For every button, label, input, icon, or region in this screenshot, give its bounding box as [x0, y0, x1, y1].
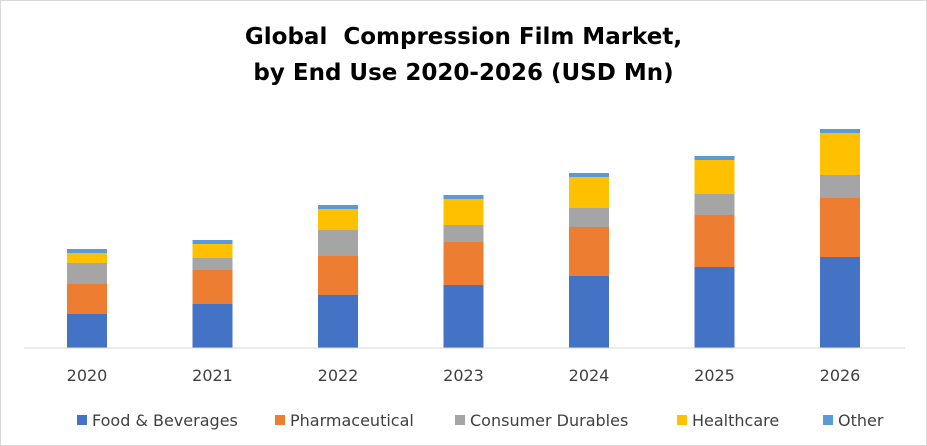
- bar-consumer-durables-2026: [820, 175, 860, 198]
- bar-consumer-durables-2024: [569, 208, 609, 227]
- bar-consumer-durables-2021: [192, 258, 233, 270]
- legend-label: Consumer Durables: [470, 410, 629, 430]
- legend-swatch: [677, 415, 687, 425]
- legend-label: Healthcare: [692, 410, 780, 430]
- bar-consumer-durables-2025: [694, 194, 735, 215]
- bar-food-beverages-2020: [67, 314, 107, 348]
- legend-swatch: [275, 415, 285, 425]
- chart-subtitle: by End Use 2020-2026 (USD Mn): [253, 60, 674, 86]
- legend-item: Food & Beverages: [77, 409, 238, 431]
- legend-label: Food & Beverages: [92, 410, 238, 430]
- bar-food-beverages-2025: [694, 267, 735, 348]
- chart-title: Global Compression Film Market,: [244, 24, 683, 50]
- bar-consumer-durables-2022: [318, 230, 358, 256]
- legend-label: Other: [838, 410, 884, 430]
- x-tick-label: 2022: [318, 366, 359, 385]
- bar-pharmaceutical-2022: [318, 256, 358, 295]
- bar-pharmaceutical-2026: [820, 198, 860, 257]
- legend-item: Consumer Durables: [455, 409, 628, 431]
- legend-item: Other: [823, 409, 883, 431]
- x-tick-label: 2020: [67, 366, 108, 385]
- legend-item: Pharmaceutical: [275, 409, 414, 431]
- bar-healthcare-2022: [318, 209, 358, 230]
- bar-food-beverages-2023: [443, 285, 484, 348]
- x-tick-label: 2023: [443, 366, 484, 385]
- bar-other-2022: [318, 205, 358, 209]
- x-tick-label: 2024: [569, 366, 610, 385]
- legend-swatch: [823, 415, 833, 425]
- bar-pharmaceutical-2024: [569, 227, 609, 276]
- bar-other-2020: [67, 249, 107, 253]
- bar-other-2025: [694, 156, 735, 160]
- bar-healthcare-2025: [694, 160, 735, 194]
- bar-healthcare-2021: [192, 244, 233, 258]
- bar-consumer-durables-2023: [443, 225, 484, 242]
- x-tick-label: 2025: [694, 366, 735, 385]
- legend-label: Pharmaceutical: [290, 410, 414, 430]
- x-tick-label: 2026: [820, 366, 861, 385]
- bar-food-beverages-2022: [318, 295, 358, 348]
- bar-food-beverages-2021: [192, 304, 233, 348]
- bar-healthcare-2024: [569, 177, 609, 208]
- bar-pharmaceutical-2020: [67, 284, 107, 314]
- bar-other-2024: [569, 173, 609, 177]
- bar-pharmaceutical-2025: [694, 215, 735, 267]
- bar-consumer-durables-2020: [67, 263, 107, 284]
- bar-pharmaceutical-2021: [192, 270, 233, 304]
- x-tick-labels: 2020 2021 2022 2023 2024 2025 2026: [67, 366, 861, 385]
- bar-food-beverages-2026: [820, 257, 860, 348]
- legend: Food & Beverages Pharmaceutical Consumer D…: [0, 409, 927, 431]
- legend-swatch: [455, 415, 465, 425]
- bar-healthcare-2023: [443, 199, 484, 225]
- bar-other-2026: [820, 129, 860, 133]
- bar-healthcare-2020: [67, 253, 107, 263]
- bar-pharmaceutical-2023: [443, 242, 484, 285]
- bar-group: [67, 129, 860, 348]
- legend-item: Healthcare: [677, 409, 779, 431]
- bar-food-beverages-2024: [569, 276, 609, 348]
- bar-other-2023: [443, 195, 484, 199]
- x-tick-label: 2021: [192, 366, 233, 385]
- legend-swatch: [77, 415, 87, 425]
- bar-healthcare-2026: [820, 133, 860, 175]
- bar-other-2021: [192, 240, 233, 244]
